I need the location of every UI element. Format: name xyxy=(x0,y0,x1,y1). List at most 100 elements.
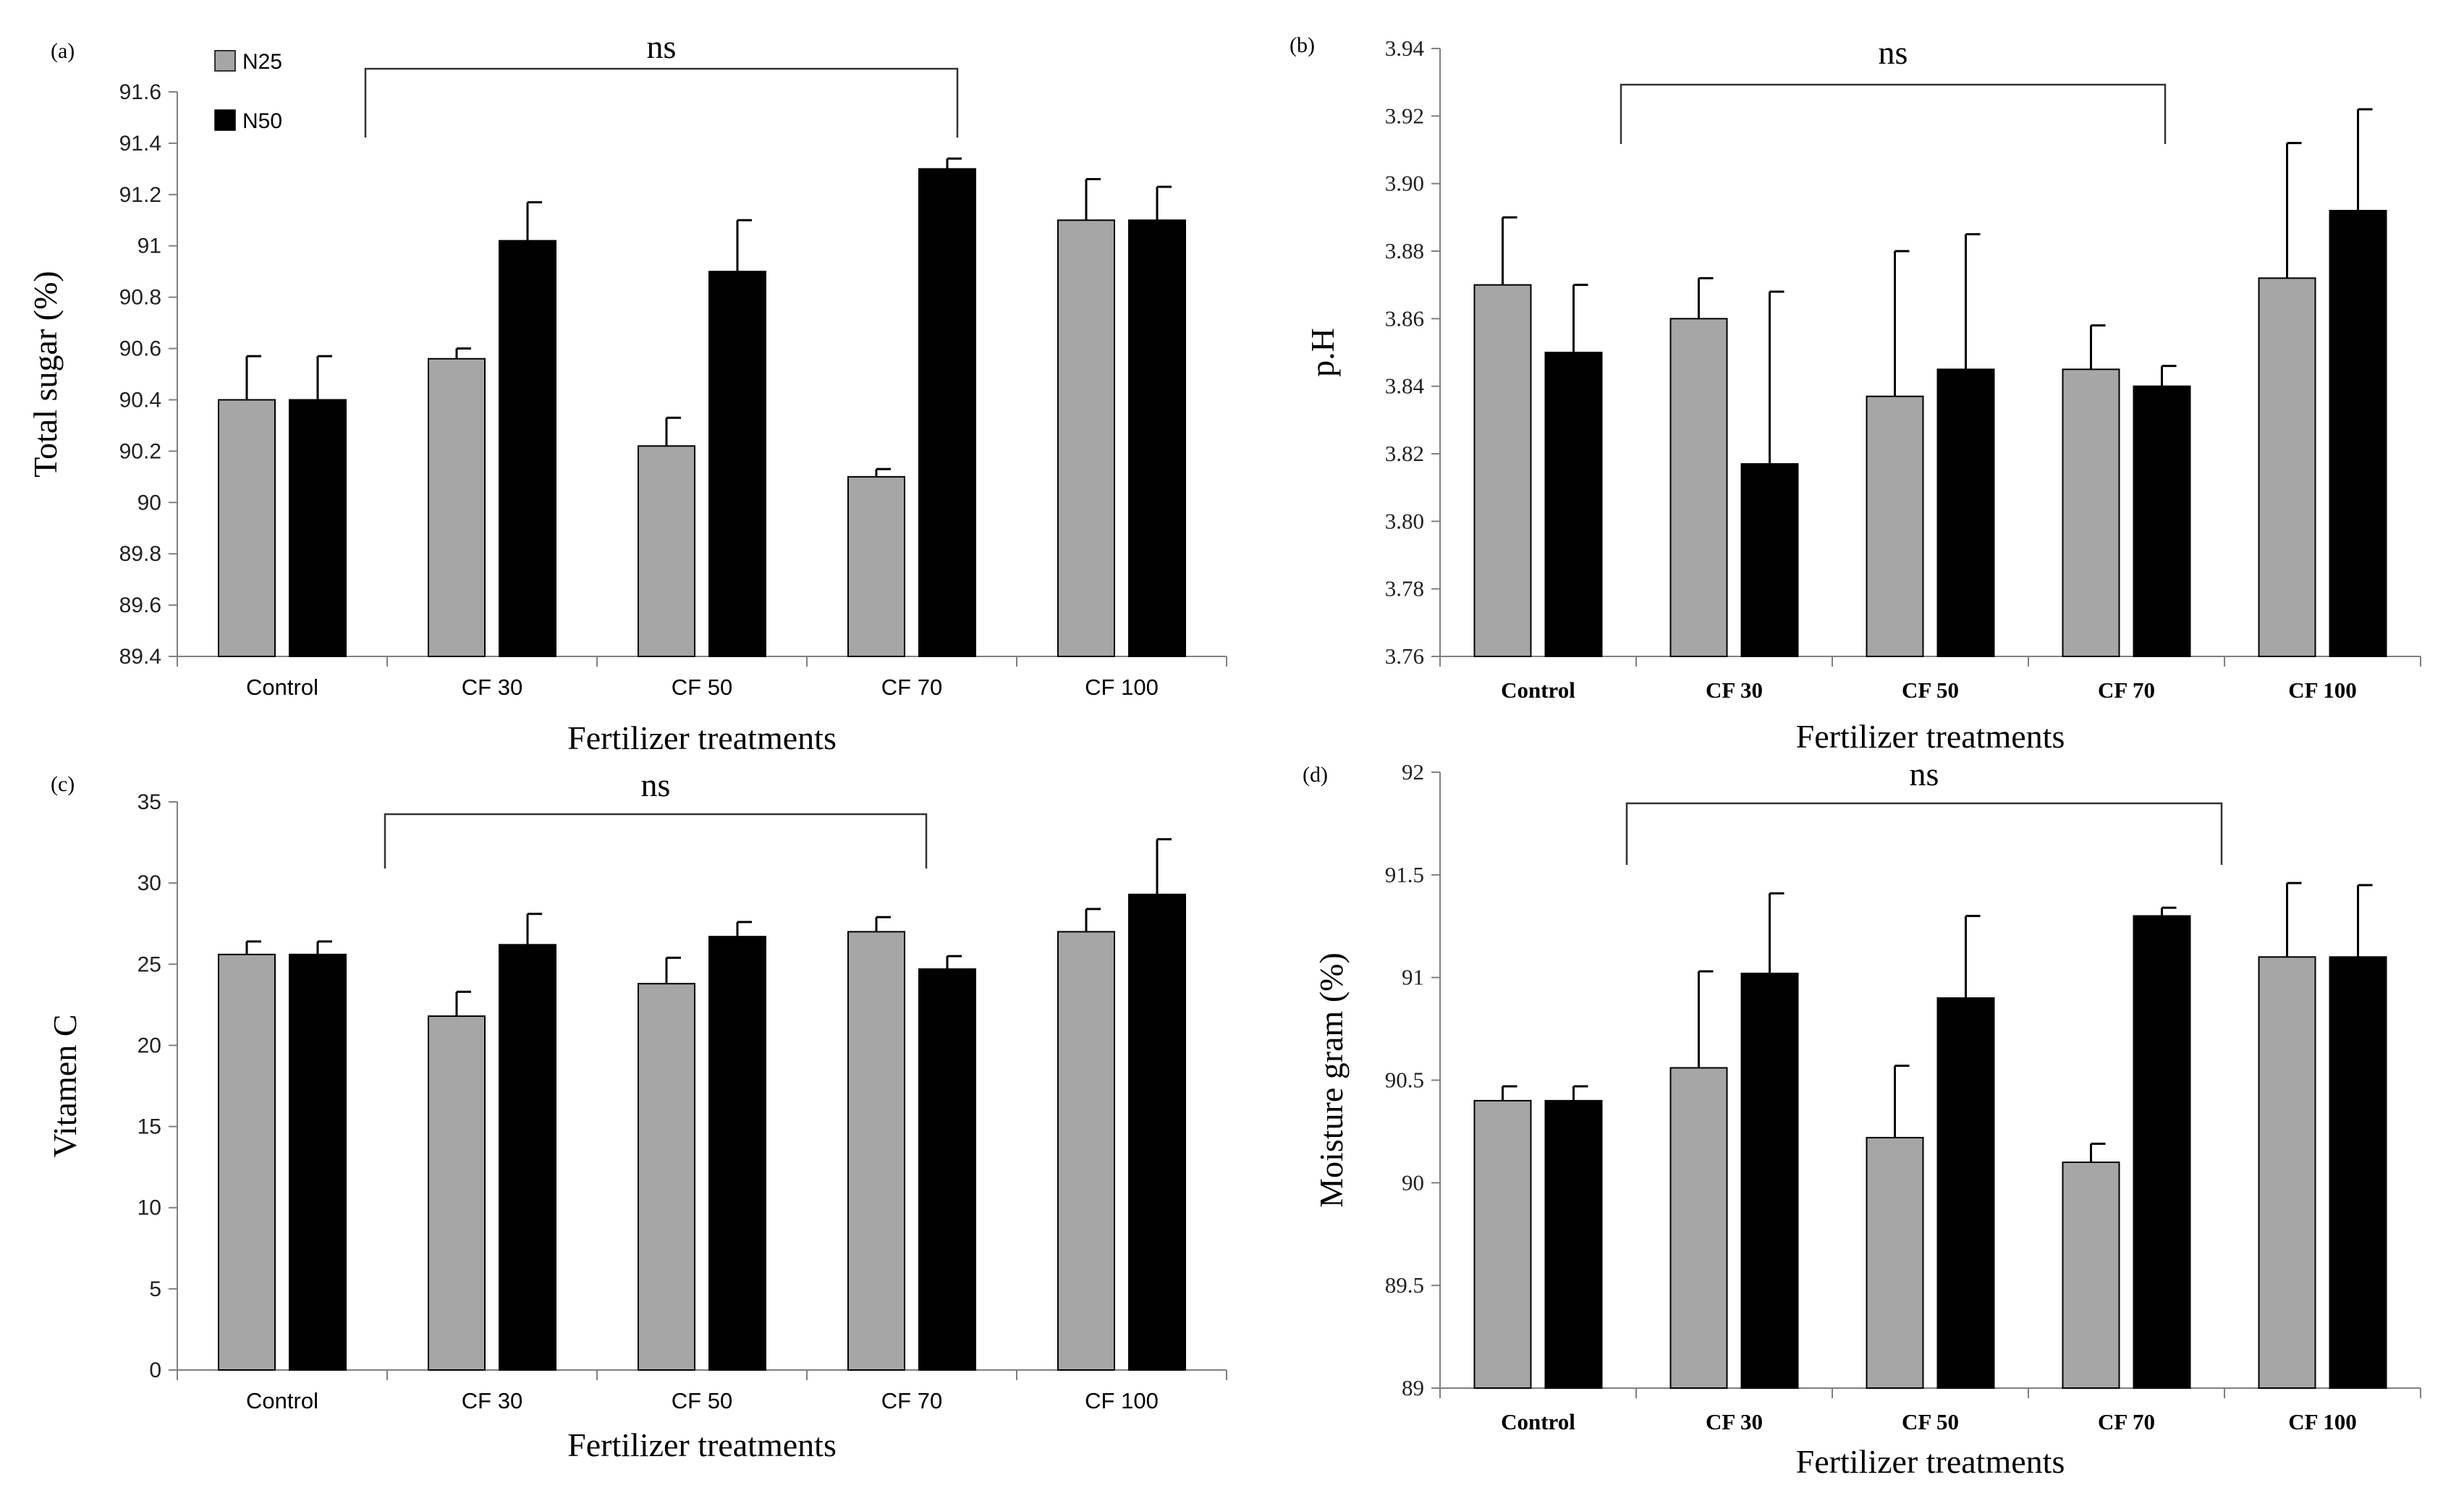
bar-n50-4 xyxy=(2329,956,2387,1390)
bar-n25-3 xyxy=(2062,1161,2120,1389)
ns-label: ns xyxy=(647,28,677,65)
x-tick-label: CF 50 xyxy=(672,675,732,700)
y-tick-label: 3.88 xyxy=(1385,238,1424,263)
x-axis-title: Fertilizer treatments xyxy=(567,1426,837,1463)
y-tick-label: 89 xyxy=(1402,1375,1424,1400)
y-tick-label: 3.78 xyxy=(1385,576,1424,601)
y-tick-label: 89.8 xyxy=(119,542,161,566)
y-tick-label: 90 xyxy=(137,491,161,515)
bar-n50-2 xyxy=(1936,368,1995,657)
bar-n50-2 xyxy=(708,271,766,657)
ns-label: ns xyxy=(1879,34,1908,71)
bar-n50-0 xyxy=(1544,352,1603,657)
x-tick-label: CF 100 xyxy=(2288,1409,2356,1434)
y-axis-title: Vitamen C xyxy=(46,1015,83,1158)
x-tick-label: CF 70 xyxy=(2098,677,2155,703)
bar-n50-1 xyxy=(1740,463,1799,657)
bar-n50-3 xyxy=(2133,915,2191,1389)
chart-panel-b: (b) 3.76 3.78 3.80 3.82 3.84 3.86 3.88 3.90 3.92 3… xyxy=(1290,33,2421,755)
y-tick-label: 89.6 xyxy=(119,593,161,617)
legend-label-n50: N50 xyxy=(242,109,282,133)
bar-n25-1 xyxy=(428,358,486,657)
x-tick-label: CF 50 xyxy=(1902,1409,1959,1434)
y-tick-label: 90.8 xyxy=(119,286,161,310)
x-tick-label: Control xyxy=(246,1388,318,1413)
bar-n25-1 xyxy=(1669,1067,1728,1389)
bar-n50-1 xyxy=(1740,972,1799,1389)
panel-label: (c) xyxy=(51,772,75,796)
x-tick-label: CF 50 xyxy=(1902,677,1959,703)
ns-label: ns xyxy=(641,766,671,803)
x-axis-title: Fertilizer treatments xyxy=(1796,1443,2065,1480)
y-tick-label: 30 xyxy=(137,871,161,895)
y-tick-label: 89.5 xyxy=(1385,1272,1424,1298)
x-tick-label: CF 70 xyxy=(881,675,942,700)
y-tick-label: 35 xyxy=(137,790,161,814)
legend-swatch-n50 xyxy=(214,109,236,131)
x-tick-label: CF 100 xyxy=(2288,677,2356,703)
bar-n25-4 xyxy=(1057,931,1115,1371)
y-tick-label: 91 xyxy=(1402,965,1424,990)
bar-n50-4 xyxy=(1128,219,1186,658)
y-axis-title: Moisture gram (%) xyxy=(1313,952,1350,1208)
x-tick-label: CF 100 xyxy=(1085,1388,1159,1413)
y-tick-label: 5 xyxy=(149,1277,161,1301)
y-tick-label: 91 xyxy=(137,234,161,258)
legend-label-n25: N25 xyxy=(242,50,282,74)
panel-label: (b) xyxy=(1290,33,1315,57)
bar-n25-1 xyxy=(1669,318,1728,657)
y-tick-label: 3.92 xyxy=(1385,103,1424,128)
y-tick-label: 89.4 xyxy=(119,645,161,669)
x-axis-title: Fertilizer treatments xyxy=(567,719,837,756)
bar-n50-3 xyxy=(2133,385,2191,658)
bar-n25-2 xyxy=(638,983,695,1371)
bar-n25-3 xyxy=(2062,368,2120,657)
x-axis-title: Fertilizer treatments xyxy=(1796,718,2065,755)
x-tick-label: CF 30 xyxy=(462,675,522,700)
ns-bracket xyxy=(1620,83,2167,144)
bar-n25-0 xyxy=(218,953,276,1371)
y-tick-label: 91.6 xyxy=(119,80,161,104)
bar-n50-0 xyxy=(289,953,347,1371)
bar-n25-0 xyxy=(1473,1099,1532,1390)
y-tick-label: 15 xyxy=(137,1115,161,1139)
bar-n50-4 xyxy=(1128,893,1186,1371)
y-tick-label: 90.4 xyxy=(119,388,161,412)
bar-n50-1 xyxy=(499,944,556,1371)
chart-panel-c: (c) 0 5 10 15 20 25 30 35 Control CF 30 CF 50 CF 70 C… xyxy=(46,766,1227,1463)
y-tick-label: 3.82 xyxy=(1385,441,1424,466)
ns-bracket xyxy=(384,813,928,868)
x-tick-label: CF 70 xyxy=(881,1388,942,1413)
x-tick-label: CF 70 xyxy=(2098,1409,2155,1434)
bar-n50-3 xyxy=(918,968,976,1371)
bar-n50-0 xyxy=(289,399,347,657)
y-tick-label: 91.2 xyxy=(119,183,161,207)
bar-n25-4 xyxy=(2258,956,2316,1390)
x-tick-label: Control xyxy=(1501,677,1575,703)
ns-bracket xyxy=(364,67,959,138)
chart-panel-d: (d) 89 89.5 90 90.5 91 91.5 92 Control CF 30 CF 50… xyxy=(1303,756,2421,1480)
chart-panel-a: (a) 89.4 89.6 89.8 90 90.2 90.4 90.6 90.8 91 91.2 9… xyxy=(27,28,1227,756)
x-tick-label: CF 50 xyxy=(672,1388,732,1413)
y-tick-label: 90.5 xyxy=(1385,1067,1424,1093)
x-tick-label: CF 30 xyxy=(1706,1409,1763,1434)
y-tick-label: 92 xyxy=(1402,759,1424,785)
x-tick-label: Control xyxy=(1501,1409,1575,1434)
x-tick-label: CF 30 xyxy=(1706,677,1763,703)
bar-n50-1 xyxy=(499,240,556,657)
y-tick-label: 3.80 xyxy=(1385,508,1424,533)
y-tick-label: 3.76 xyxy=(1385,643,1424,669)
bar-n50-0 xyxy=(1544,1099,1603,1390)
y-tick-label: 0 xyxy=(149,1358,161,1382)
bar-n25-3 xyxy=(847,475,905,657)
x-tick-label: CF 30 xyxy=(462,1388,522,1413)
bar-n25-4 xyxy=(1057,219,1115,658)
y-tick-label: 91.4 xyxy=(119,132,161,156)
y-tick-label: 10 xyxy=(137,1196,161,1220)
y-axis-title: p.H xyxy=(1304,328,1341,377)
y-tick-label: 20 xyxy=(137,1033,161,1057)
x-tick-label: Control xyxy=(246,675,318,700)
bar-n50-4 xyxy=(2329,210,2387,657)
bar-n25-2 xyxy=(638,445,695,657)
